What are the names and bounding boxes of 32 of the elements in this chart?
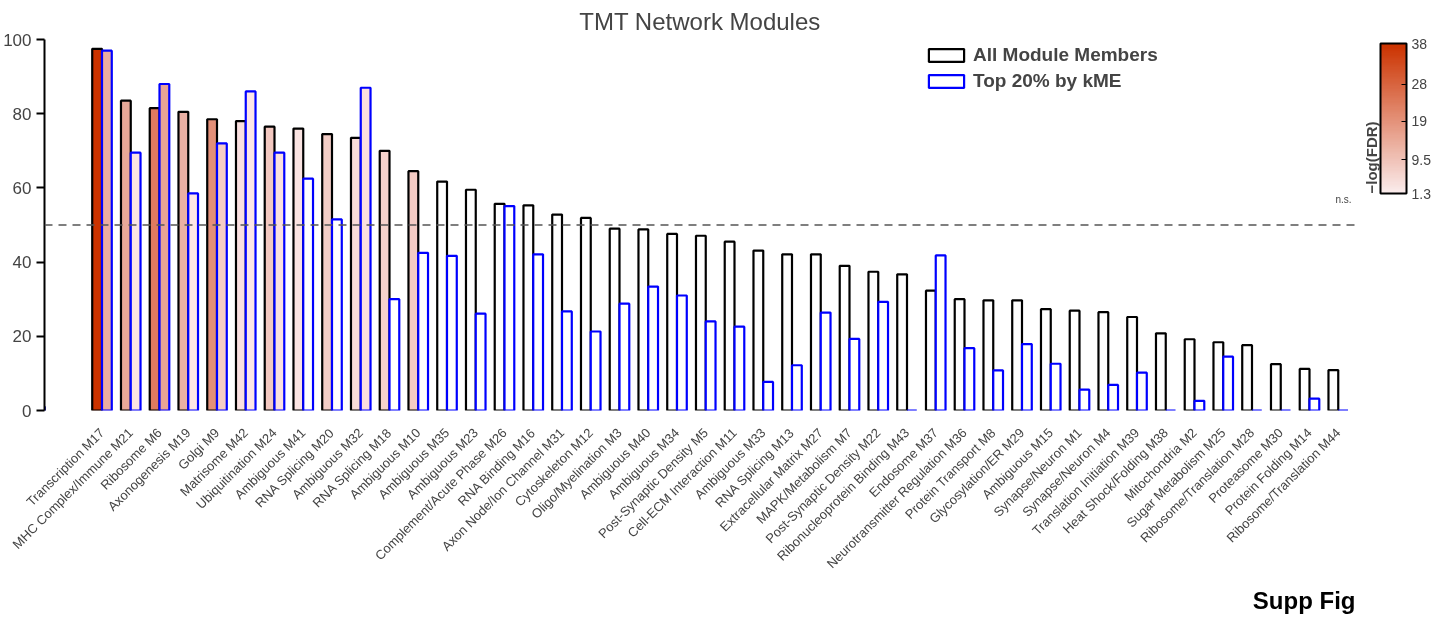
y-tick-label: 20 [12,327,32,347]
bar [302,177,315,411]
legend-label: Top 20% by kME [973,70,1122,92]
bar [417,251,430,411]
y-tick-label: 80 [12,104,32,124]
color-bar-label: 9.5 [1411,151,1432,168]
bar [129,151,142,411]
bar [100,49,113,411]
bar [215,142,228,411]
bar [388,298,401,411]
annotation: n.s. [1335,193,1352,205]
y-tick-label: 60 [12,178,32,198]
bar [1241,344,1254,411]
y-tick-label: 40 [12,253,32,273]
bar [273,151,286,411]
chart-title: TMT Network Modules [579,7,821,35]
bar [330,218,343,411]
bar [1327,368,1340,411]
y-tick-label: 100 [3,30,32,50]
bar [1154,332,1167,411]
bar [187,192,200,411]
bar [896,273,909,411]
text: Supp Fig [1252,586,1356,614]
legend-label: All Module Members [973,44,1158,66]
color-bar-label: 1.3 [1411,185,1432,202]
color-bar-title: −log(FDR) [1362,121,1380,194]
bar [158,82,171,411]
bar [1269,363,1282,411]
color-bar-label: 28 [1411,76,1428,93]
y-tick-label: 0 [22,401,32,421]
color-bar-label: 38 [1411,35,1428,52]
color-bar-label: 19 [1411,113,1428,130]
